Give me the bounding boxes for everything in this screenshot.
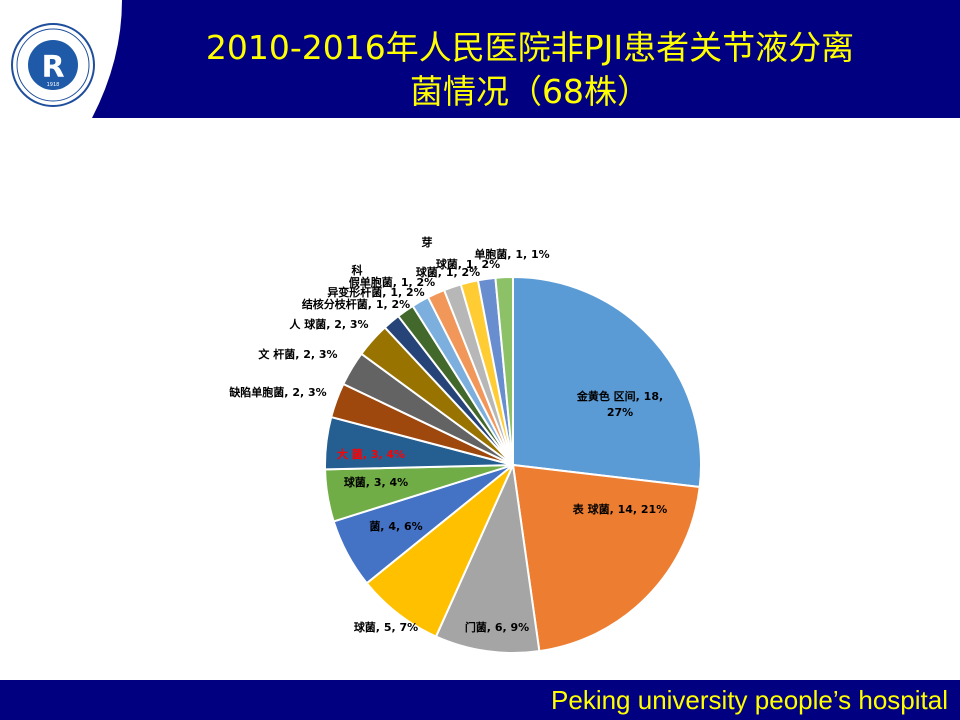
pie-data-label-12: 异变形杆菌, 1, 2%: [327, 285, 424, 299]
pie-data-label-11: 结核分枝杆菌, 1, 2%: [301, 297, 410, 311]
pie-data-label-6: 球菌, 3, 4%: [344, 475, 408, 489]
pie-data-label-4: 球菌, 5, 7%: [354, 620, 418, 634]
slide-title-line2: 菌情况（68株）: [410, 72, 650, 111]
footer-band: Peking university people’s hospital: [0, 680, 960, 720]
pie-chart-area: 金黄色 区间, 18, 27% 表 球菌, 14, 21% 门菌, 6, 9% 球菌, …: [0, 118, 960, 678]
slide-title-line1: 2010-2016年人民医院非PJI患者关节液分离: [205, 28, 855, 67]
pie-data-label-18: 芽: [422, 235, 433, 249]
pie-data-label-1: 金黄色 区间, 18, 27%: [576, 389, 663, 419]
pie-slice-18: [494, 275, 514, 466]
pie-data-label-10: 人 球菌, 2, 3%: [289, 317, 368, 331]
pie-slice-2: [511, 463, 701, 653]
pie-data-label-7: 大 菌, 3, 4%: [337, 447, 405, 461]
pie-data-label-3: 门菌, 6, 9%: [465, 620, 529, 634]
pie-data-label-5: 菌, 4, 6%: [369, 519, 422, 533]
logo-year: 1918: [47, 82, 60, 88]
pie-slice-3: [434, 461, 541, 654]
university-seal-icon: R 1918: [11, 23, 95, 107]
pie-data-label-2: 表 球菌, 14, 21%: [572, 502, 667, 516]
pie-chart: 金黄色 区间, 18, 27% 表 球菌, 14, 21% 门菌, 6, 9% 球菌, …: [228, 235, 702, 654]
pie-slice-1: [512, 275, 702, 489]
header-blue-fill: [92, 0, 960, 118]
pie-data-label-14: 科: [352, 263, 363, 277]
header-band: R 1918 2010-2016年人民医院非PJI患者关节液分离 菌情况（68株…: [0, 0, 960, 118]
pie-data-label-16: 球菌, 1, 2%: [436, 257, 500, 271]
pie-data-label-13: 假单胞菌, 1, 2%: [349, 275, 435, 289]
pie-data-label-8: 缺陷单胞菌, 2, 3%: [228, 385, 326, 399]
footer-hospital-name: Peking university people’s hospital: [551, 685, 948, 715]
pie-data-label-17: 单胞菌, 1, 1%: [474, 247, 549, 261]
header-blue-shape: [92, 0, 960, 118]
pie-data-label-9: 文 杆菌, 2, 3%: [258, 347, 337, 361]
svg-text:R: R: [41, 50, 64, 85]
pie-data-label-15: 球菌, 1, 2%: [416, 265, 480, 279]
